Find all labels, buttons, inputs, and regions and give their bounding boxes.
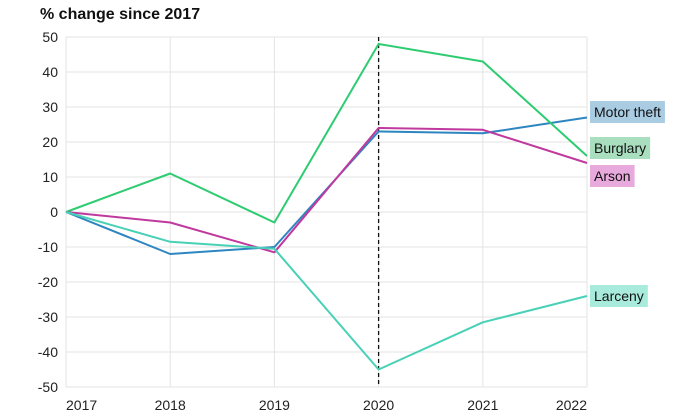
grid — [65, 36, 588, 388]
x-tick-label: 2018 — [155, 397, 186, 413]
x-tick-label: 2019 — [259, 397, 290, 413]
series-label-burglary: Burglary — [590, 137, 651, 159]
chart-title: % change since 2017 — [40, 6, 200, 23]
x-tick-label: 2022 — [556, 397, 587, 413]
y-tick-label: -30 — [38, 309, 58, 325]
series-line-burglary — [65, 43, 588, 224]
x-tick-label: 2021 — [467, 397, 498, 413]
y-tick-label: -50 — [38, 379, 58, 395]
y-tick-label: -10 — [38, 239, 58, 255]
series-label-background — [590, 285, 648, 307]
y-tick-label: -20 — [38, 274, 58, 290]
y-tick-label: -40 — [38, 344, 58, 360]
y-tick-label: 10 — [42, 169, 58, 185]
y-tick-label: 30 — [42, 99, 58, 115]
series-label-arson: Arson — [590, 165, 635, 187]
series-label-text: Motor theft — [594, 104, 661, 120]
y-tick-label: 50 — [42, 29, 58, 45]
series-labels: Motor theft Burglary Arson Larceny — [590, 101, 665, 307]
x-tick-label: 2017 — [66, 397, 97, 413]
y-tick-label: 0 — [50, 204, 58, 220]
series-line-arson — [65, 127, 588, 254]
series-label-background — [590, 165, 635, 187]
y-tick-label: 20 — [42, 134, 58, 150]
axis-labels: 50 40 30 20 10 0 -10 -20 -30 -40 -50 2017 2018 2019 20… — [38, 29, 587, 413]
series-line-larceny — [65, 211, 588, 371]
series-layer — [65, 43, 588, 371]
series-label-background — [590, 101, 665, 123]
series-label-motor-theft: Motor theft — [590, 101, 665, 123]
series-label-text: Larceny — [594, 288, 644, 304]
series-label-text: Arson — [594, 168, 631, 184]
series-label-larceny: Larceny — [590, 285, 648, 307]
x-tick-label: 2020 — [363, 397, 394, 413]
series-label-text: Burglary — [594, 140, 646, 156]
y-tick-label: 40 — [42, 64, 58, 80]
series-label-background — [590, 137, 651, 159]
